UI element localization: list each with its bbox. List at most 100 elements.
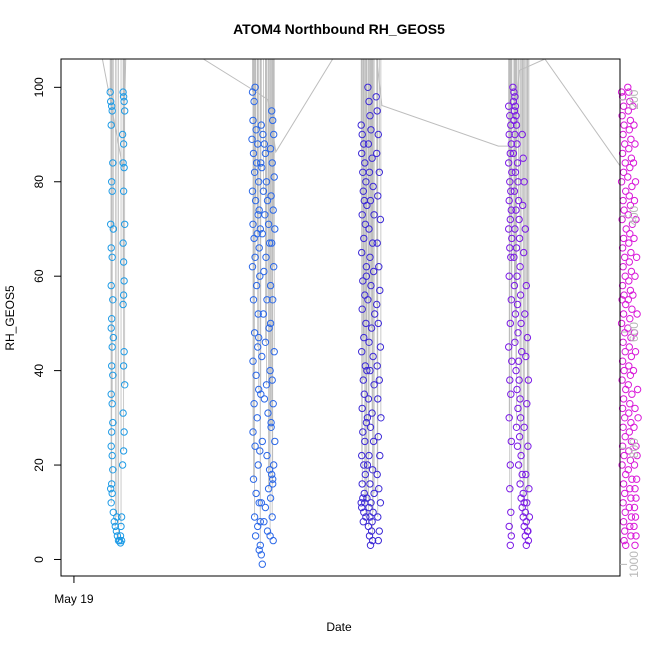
data-point (117, 513, 126, 521)
data-point (251, 442, 259, 450)
data-point (515, 376, 523, 384)
data-point (374, 319, 382, 328)
data-point (251, 196, 260, 205)
data-point (265, 324, 273, 332)
data-point (108, 428, 116, 436)
data-point (117, 522, 125, 531)
data-point (629, 102, 637, 110)
data-point (251, 253, 259, 261)
data-point (267, 423, 275, 431)
data-point (249, 475, 258, 483)
data-point (625, 126, 633, 134)
data-point (107, 499, 115, 507)
data-point (621, 348, 629, 356)
data-point (366, 196, 375, 205)
data-point (506, 178, 514, 186)
data-point (621, 489, 629, 498)
y-tick-label: 0 (32, 556, 46, 563)
data-point (262, 381, 271, 389)
data-point (626, 230, 634, 238)
data-point (374, 536, 382, 545)
data-point (627, 437, 636, 446)
data-point (522, 541, 530, 549)
data-point (109, 225, 118, 233)
data-point (358, 451, 366, 460)
data-point (119, 447, 128, 455)
data-point (359, 187, 367, 195)
data-point (375, 263, 383, 271)
data-point (521, 508, 529, 516)
data-point (375, 376, 383, 384)
y2-tick-label: 600 (627, 322, 641, 342)
data-point (366, 423, 375, 431)
data-point (358, 248, 366, 257)
data-points (106, 83, 642, 568)
data-point (362, 178, 370, 186)
data-point (521, 310, 529, 318)
data-point (256, 518, 264, 526)
data-point (631, 541, 639, 549)
data-point (265, 466, 274, 474)
data-point (520, 178, 528, 186)
data-point (359, 518, 367, 526)
data-point (631, 178, 640, 186)
data-point (507, 187, 515, 195)
data-point (367, 126, 375, 134)
data-point (630, 121, 638, 129)
data-point (256, 541, 264, 549)
secondary-y-axis: 200 400 600 800 1000 (620, 89, 641, 578)
data-point (119, 88, 127, 96)
data-point (252, 281, 261, 290)
data-point (363, 201, 371, 210)
data-point (626, 400, 634, 408)
data-point (255, 206, 263, 214)
data-point (625, 239, 633, 247)
data-point (513, 442, 522, 450)
data-point (626, 485, 634, 493)
data-point (512, 366, 520, 375)
data-point (250, 168, 259, 177)
data-point (505, 196, 513, 205)
data-point (269, 296, 277, 304)
data-point (121, 107, 129, 115)
data-point (631, 404, 639, 413)
data-point (363, 414, 372, 422)
data-point (256, 225, 264, 233)
data-point (368, 466, 377, 474)
data-point (624, 381, 632, 389)
data-point (620, 451, 628, 460)
data-point (627, 532, 635, 540)
y-axis-label: RH_GEOS5 (3, 285, 17, 351)
data-point (365, 451, 373, 460)
data-point (620, 366, 628, 375)
data-point (522, 352, 530, 361)
data-point (511, 338, 519, 346)
data-point (370, 211, 378, 219)
data-point (257, 159, 265, 167)
data-point (506, 149, 514, 158)
data-point (255, 499, 263, 507)
data-point (511, 225, 519, 233)
data-point (108, 400, 116, 408)
data-point (264, 485, 273, 493)
data-point (620, 291, 628, 299)
data-point (627, 267, 636, 276)
data-point (118, 130, 127, 139)
data-point (628, 390, 636, 398)
data-point (118, 461, 127, 469)
y2-tick-label: 800 (627, 438, 641, 458)
data-point (363, 461, 372, 469)
data-point (507, 508, 515, 516)
data-point (374, 433, 382, 441)
data-point (359, 277, 367, 285)
data-point (368, 239, 377, 247)
data-point (116, 532, 125, 540)
data-point (360, 333, 368, 342)
data-point (373, 107, 381, 115)
data-point (619, 263, 627, 271)
data-point (505, 343, 513, 351)
data-point (108, 362, 116, 370)
data-point (625, 145, 633, 153)
data-point (633, 385, 642, 394)
data-point (631, 513, 640, 521)
